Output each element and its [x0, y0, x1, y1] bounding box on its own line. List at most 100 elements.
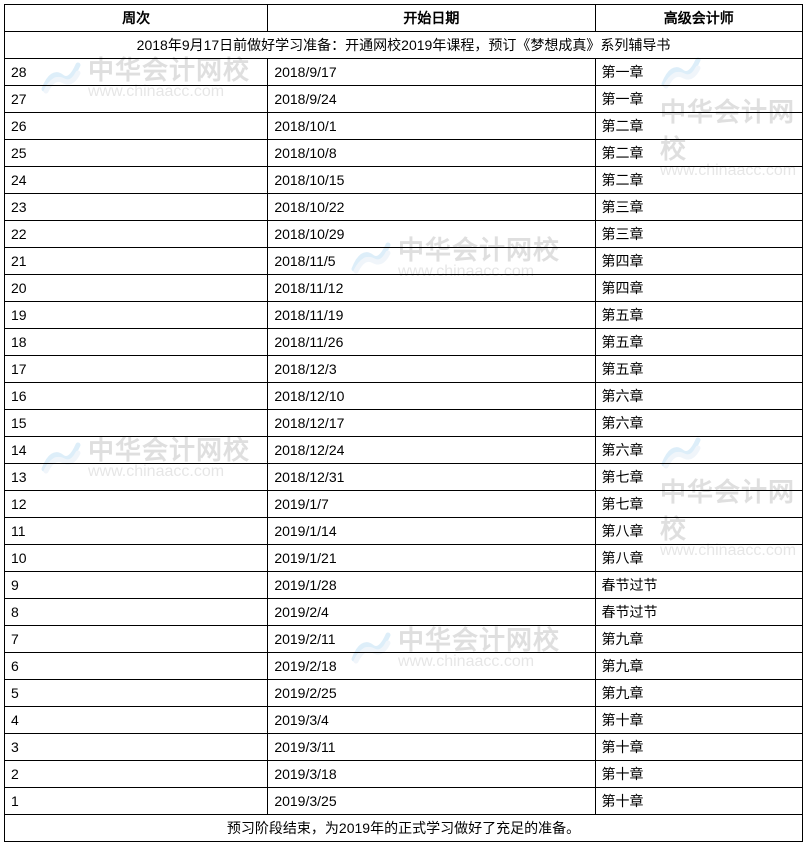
cell-date: 2018/10/1: [268, 113, 595, 140]
cell-week: 3: [5, 734, 268, 761]
col-header-week: 周次: [5, 5, 268, 32]
cell-week: 2: [5, 761, 268, 788]
table-row: 132018/12/31第七章: [5, 464, 803, 491]
cell-week: 27: [5, 86, 268, 113]
table-row: 232018/10/22第三章: [5, 194, 803, 221]
cell-chapter: 第六章: [595, 383, 803, 410]
cell-week: 7: [5, 626, 268, 653]
cell-chapter: 第四章: [595, 248, 803, 275]
table-row: 12019/3/25第十章: [5, 788, 803, 815]
cell-date: 2018/11/12: [268, 275, 595, 302]
cell-date: 2018/12/17: [268, 410, 595, 437]
cell-chapter: 第九章: [595, 653, 803, 680]
cell-date: 2018/12/10: [268, 383, 595, 410]
cell-date: 2019/2/18: [268, 653, 595, 680]
cell-week: 18: [5, 329, 268, 356]
cell-chapter: 第五章: [595, 302, 803, 329]
table-row: 142018/12/24第六章: [5, 437, 803, 464]
table-row: 72019/2/11第九章: [5, 626, 803, 653]
cell-chapter: 第二章: [595, 167, 803, 194]
cell-chapter: 第二章: [595, 113, 803, 140]
table-row: 32019/3/11第十章: [5, 734, 803, 761]
cell-week: 8: [5, 599, 268, 626]
cell-chapter: 第十章: [595, 734, 803, 761]
cell-week: 12: [5, 491, 268, 518]
table-row: 192018/11/19第五章: [5, 302, 803, 329]
cell-chapter: 第一章: [595, 86, 803, 113]
table-row: 212018/11/5第四章: [5, 248, 803, 275]
table-row: 92019/1/28春节过节: [5, 572, 803, 599]
cell-chapter: 第三章: [595, 221, 803, 248]
cell-week: 15: [5, 410, 268, 437]
cell-date: 2019/3/11: [268, 734, 595, 761]
cell-date: 2018/11/5: [268, 248, 595, 275]
cell-chapter: 第八章: [595, 545, 803, 572]
cell-chapter: 第二章: [595, 140, 803, 167]
cell-chapter: 第七章: [595, 464, 803, 491]
cell-chapter: 第一章: [595, 59, 803, 86]
cell-week: 19: [5, 302, 268, 329]
cell-chapter: 第八章: [595, 518, 803, 545]
table-row: 172018/12/3第五章: [5, 356, 803, 383]
footer-row: 预习阶段结束，为2019年的正式学习做好了充足的准备。: [5, 815, 803, 842]
cell-chapter: 第十章: [595, 788, 803, 815]
cell-week: 23: [5, 194, 268, 221]
cell-chapter: 春节过节: [595, 599, 803, 626]
notice-row: 2018年9月17日前做好学习准备：开通网校2019年课程，预订《梦想成真》系列…: [5, 32, 803, 59]
cell-chapter: 第六章: [595, 410, 803, 437]
table-row: 282018/9/17第一章: [5, 59, 803, 86]
cell-week: 21: [5, 248, 268, 275]
cell-week: 26: [5, 113, 268, 140]
table-row: 202018/11/12第四章: [5, 275, 803, 302]
cell-chapter: 第五章: [595, 329, 803, 356]
cell-date: 2018/9/24: [268, 86, 595, 113]
cell-week: 24: [5, 167, 268, 194]
cell-week: 13: [5, 464, 268, 491]
cell-date: 2018/10/29: [268, 221, 595, 248]
cell-chapter: 第十章: [595, 707, 803, 734]
col-header-date: 开始日期: [268, 5, 595, 32]
table-row: 82019/2/4春节过节: [5, 599, 803, 626]
cell-date: 2019/3/4: [268, 707, 595, 734]
cell-week: 10: [5, 545, 268, 572]
cell-week: 17: [5, 356, 268, 383]
table-row: 112019/1/14第八章: [5, 518, 803, 545]
cell-week: 6: [5, 653, 268, 680]
cell-date: 2019/3/25: [268, 788, 595, 815]
cell-week: 5: [5, 680, 268, 707]
cell-chapter: 第十章: [595, 761, 803, 788]
cell-date: 2019/3/18: [268, 761, 595, 788]
cell-week: 20: [5, 275, 268, 302]
cell-date: 2019/2/4: [268, 599, 595, 626]
cell-week: 25: [5, 140, 268, 167]
table-row: 262018/10/1第二章: [5, 113, 803, 140]
schedule-table: 周次 开始日期 高级会计师 2018年9月17日前做好学习准备：开通网校2019…: [4, 4, 803, 842]
cell-date: 2019/1/7: [268, 491, 595, 518]
cell-week: 28: [5, 59, 268, 86]
cell-week: 16: [5, 383, 268, 410]
cell-date: 2018/12/3: [268, 356, 595, 383]
cell-chapter: 春节过节: [595, 572, 803, 599]
table-row: 52019/2/25第九章: [5, 680, 803, 707]
cell-chapter: 第七章: [595, 491, 803, 518]
cell-date: 2019/1/21: [268, 545, 595, 572]
table-row: 22019/3/18第十章: [5, 761, 803, 788]
table-row: 62019/2/18第九章: [5, 653, 803, 680]
cell-week: 11: [5, 518, 268, 545]
table-row: 222018/10/29第三章: [5, 221, 803, 248]
cell-week: 22: [5, 221, 268, 248]
cell-date: 2018/12/24: [268, 437, 595, 464]
notice-text: 2018年9月17日前做好学习准备：开通网校2019年课程，预订《梦想成真》系列…: [5, 32, 803, 59]
cell-chapter: 第六章: [595, 437, 803, 464]
cell-date: 2019/1/28: [268, 572, 595, 599]
cell-week: 9: [5, 572, 268, 599]
table-row: 272018/9/24第一章: [5, 86, 803, 113]
cell-date: 2018/11/26: [268, 329, 595, 356]
cell-week: 4: [5, 707, 268, 734]
footer-text: 预习阶段结束，为2019年的正式学习做好了充足的准备。: [5, 815, 803, 842]
cell-date: 2018/11/19: [268, 302, 595, 329]
table-row: 152018/12/17第六章: [5, 410, 803, 437]
table-row: 122019/1/7第七章: [5, 491, 803, 518]
table-row: 42019/3/4第十章: [5, 707, 803, 734]
cell-chapter: 第九章: [595, 626, 803, 653]
